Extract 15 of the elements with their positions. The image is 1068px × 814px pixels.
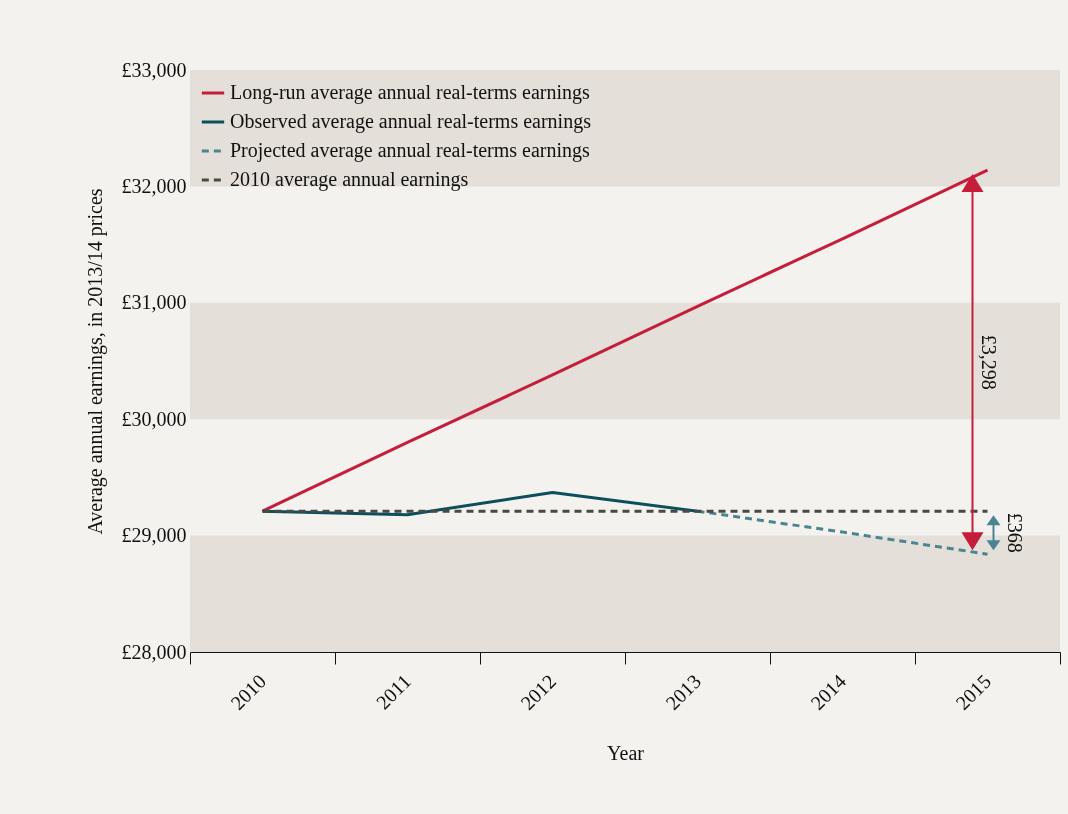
legend-label: Long-run average annual real-terms earnings [230, 81, 591, 104]
y-tick-label: £32,000 [121, 174, 187, 197]
x-tick-label: 2011 [371, 670, 416, 714]
legend-label: Observed average annual real-terms earnings [230, 110, 592, 133]
x-axis-title: Year [607, 741, 645, 764]
annotation: £3,298 [977, 334, 1000, 390]
y-axis-title: Average annual earnings, in 2013/14 prices [83, 188, 107, 535]
annotation: £368 [1003, 512, 1026, 553]
legend-label: 2010 average annual earnings [230, 168, 469, 191]
y-tick-label: £28,000 [121, 640, 187, 663]
legend-label: Projected average annual real-terms earnings [230, 139, 591, 162]
y-tick-label: £31,000 [121, 291, 187, 314]
y-tick-label: £30,000 [121, 407, 187, 430]
y-tick-label: £33,000 [121, 58, 187, 81]
y-tick-label: £29,000 [121, 524, 187, 547]
